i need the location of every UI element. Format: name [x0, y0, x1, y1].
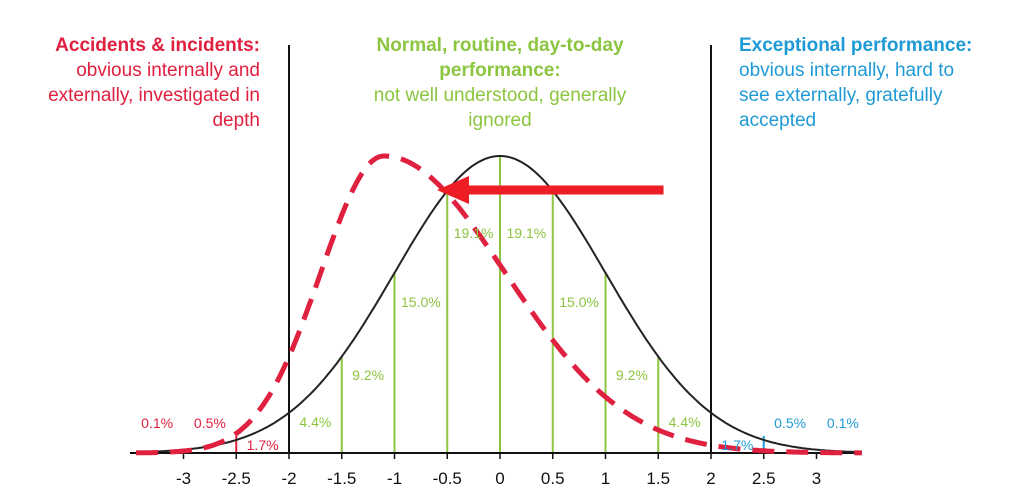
band-label-8: 15.0%	[559, 294, 599, 310]
band-label-9: 9.2%	[616, 367, 648, 383]
x-tick-label-1: -2.5	[222, 469, 251, 488]
band-label-7: 19.1%	[507, 225, 547, 241]
accidents-line-1: obvious internally and	[76, 60, 260, 81]
band-label-12: 0.5%	[774, 415, 806, 431]
x-tick-label-0: -3	[176, 469, 191, 488]
x-tick-label-7: 0.5	[541, 469, 565, 488]
band-lines	[235, 156, 765, 453]
band-label-11: 1.7%	[721, 437, 753, 453]
x-tick-label-3: -1.5	[327, 469, 356, 488]
x-tick-label-4: -1	[387, 469, 402, 488]
band-label-6: 19.1%	[454, 225, 494, 241]
exceptional-line-2: see externally, gratefully	[739, 85, 943, 106]
normal-curve	[136, 155, 862, 454]
exceptional-line-1: obvious internally, hard to	[739, 60, 955, 81]
band-label-1: 0.5%	[194, 415, 226, 431]
dividers	[288, 45, 712, 453]
band-label-2: 1.7%	[247, 437, 279, 453]
exceptional-header: Exceptional performance: obvious interna…	[739, 33, 1023, 133]
accidents-line-2: externally, investigated in	[48, 85, 260, 106]
accidents-title: Accidents & incidents:	[55, 35, 260, 56]
accidents-header: Accidents & incidents: obvious internall…	[5, 33, 260, 133]
x-tick-label-9: 1.5	[646, 469, 670, 488]
shift-arrow	[436, 176, 664, 204]
band-label-0: 0.1%	[141, 415, 173, 431]
x-tick-label-6: 0	[495, 469, 504, 488]
band-label-13: 0.1%	[827, 415, 859, 431]
x-tick-label-10: 2	[706, 469, 715, 488]
band-label-3: 4.4%	[299, 414, 331, 430]
exceptional-title: Exceptional performance:	[739, 35, 973, 56]
x-tick-label-12: 3	[812, 469, 821, 488]
skewed-dashed-curve	[135, 153, 862, 456]
band-label-4: 9.2%	[352, 367, 384, 383]
normal-title-line-1: Normal, routine, day-to-day	[376, 35, 624, 56]
x-tick-label-8: 1	[601, 469, 610, 488]
curves	[135, 153, 862, 456]
x-tick-label-11: 2.5	[752, 469, 776, 488]
band-label-5: 15.0%	[401, 294, 441, 310]
band-labels: 0.1% 0.5% 1.7% 4.4% 9.2% 15.0% 19.1% 19.1% 15.0%…	[141, 225, 859, 453]
arrow-head	[436, 176, 469, 204]
accidents-line-3: depth	[212, 110, 260, 131]
band-label-10: 4.4%	[669, 414, 701, 430]
normal-line-1: not well understood, generally	[373, 85, 627, 106]
x-tick-label-2: -2	[281, 469, 296, 488]
normal-line-2: ignored	[468, 110, 532, 131]
exceptional-line-3: accepted	[739, 110, 817, 131]
normal-performance-header: Normal, routine, day-to-day performance:…	[330, 33, 670, 133]
x-axis: -3 -2.5 -2 -1.5 -1 -0.5 0 0.5 1 1.5 2 2.5 3	[130, 452, 855, 488]
x-tick-label-5: -0.5	[433, 469, 462, 488]
normal-title-line-2: performance:	[439, 60, 561, 81]
